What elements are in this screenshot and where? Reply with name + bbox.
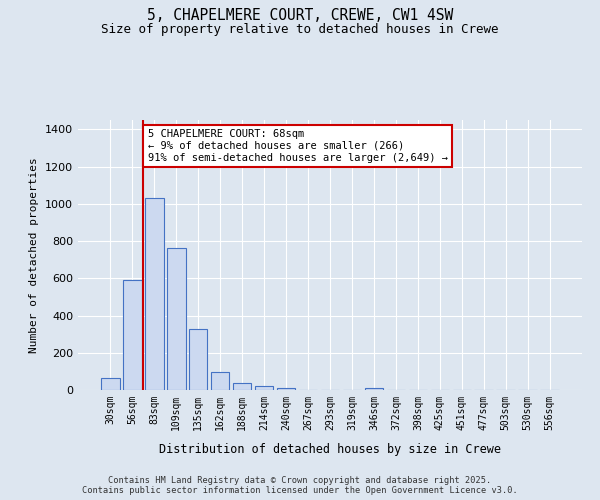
Text: Contains HM Land Registry data © Crown copyright and database right 2025.
Contai: Contains HM Land Registry data © Crown c…	[82, 476, 518, 495]
Bar	[255, 386, 274, 390]
Y-axis label: Number of detached properties: Number of detached properties	[29, 157, 40, 353]
Bar	[123, 280, 142, 390]
Text: Distribution of detached houses by size in Crewe: Distribution of detached houses by size …	[159, 442, 501, 456]
Bar	[145, 198, 164, 390]
Bar	[167, 248, 185, 390]
Bar	[211, 372, 229, 390]
Text: Size of property relative to detached houses in Crewe: Size of property relative to detached ho…	[101, 22, 499, 36]
Text: 5, CHAPELMERE COURT, CREWE, CW1 4SW: 5, CHAPELMERE COURT, CREWE, CW1 4SW	[147, 8, 453, 22]
Text: 5 CHAPELMERE COURT: 68sqm
← 9% of detached houses are smaller (266)
91% of semi-: 5 CHAPELMERE COURT: 68sqm ← 9% of detach…	[148, 130, 448, 162]
Bar	[189, 330, 208, 390]
Bar	[277, 388, 295, 390]
Bar	[365, 388, 383, 390]
Bar	[233, 383, 251, 390]
Bar	[101, 378, 119, 390]
